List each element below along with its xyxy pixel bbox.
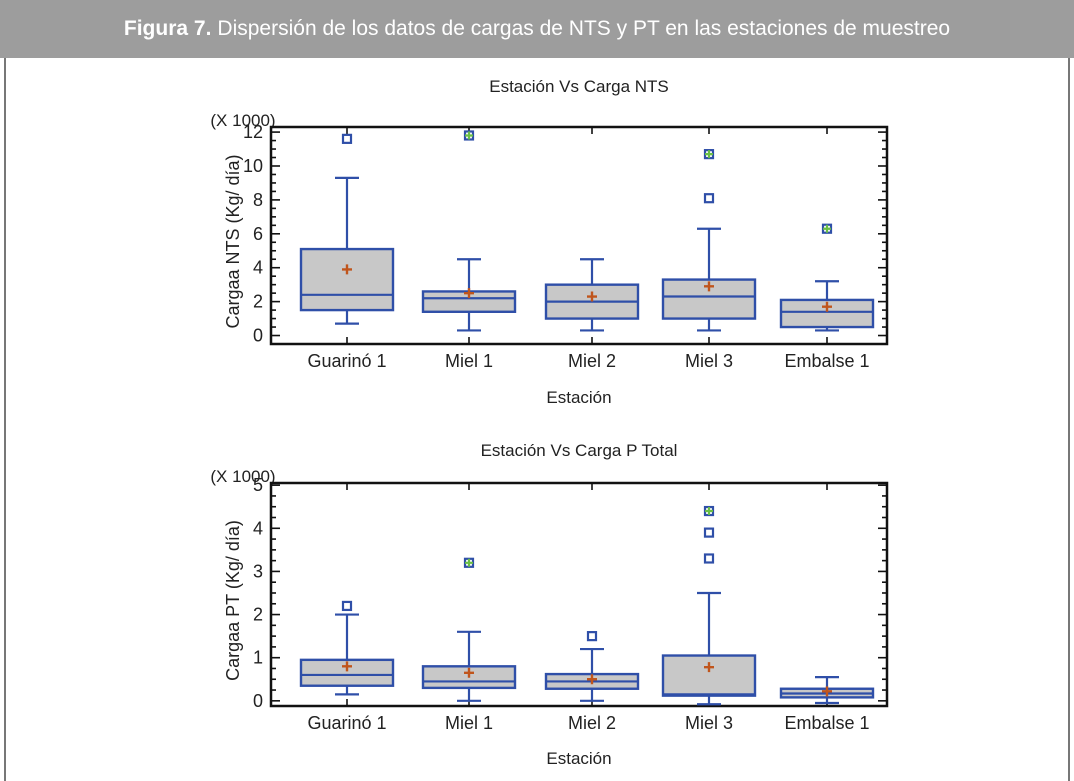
box-nts-0 xyxy=(299,247,395,312)
figure-caption: Dispersión de los datos de cargas de NTS… xyxy=(217,17,951,40)
outlier-nts-0-0 xyxy=(341,133,353,144)
mean-marker-nts-0 xyxy=(342,264,352,275)
figure-label: Figura 7. xyxy=(123,17,212,40)
outlier-nts-3-0 xyxy=(703,193,715,204)
x-axis-label: Estación xyxy=(546,388,611,407)
far-outlier-cross-nts-3-0 xyxy=(705,150,713,159)
far-outlier-cross-nts-4-0 xyxy=(823,224,831,233)
x-tick-label-1: Miel 1 xyxy=(445,351,493,371)
mean-marker-nts-3 xyxy=(704,281,714,292)
far-outlier-cross-nts-1-0 xyxy=(465,131,473,140)
plot-frame xyxy=(269,125,889,346)
x-tick-label-4: Embalse 1 xyxy=(784,351,869,371)
y-tick-label: 12 xyxy=(243,122,263,142)
x-tick-label-2: Miel 2 xyxy=(568,351,616,371)
y-tick-label: 2 xyxy=(253,292,263,312)
y-tick-label: 10 xyxy=(243,156,263,176)
y-multiplier-label: (X 1000) xyxy=(210,111,275,130)
chart-title: Estación Vs Carga NTS xyxy=(489,77,669,96)
mean-marker-nts-2 xyxy=(587,291,597,302)
y-tick-label: 8 xyxy=(253,190,263,210)
mean-marker-nts-4 xyxy=(822,301,832,312)
x-tick-label-0: Guarinó 1 xyxy=(307,351,386,371)
y-tick-label: 4 xyxy=(253,258,263,278)
y-axis-label: Cargaa NTS (Kg/ día) xyxy=(223,154,243,328)
y-tick-label: 6 xyxy=(253,224,263,244)
figure-caption-bar: Figura 7. Dispersión de los datos de car… xyxy=(0,0,1074,58)
y-tick-label: 0 xyxy=(253,326,263,346)
x-tick-label-3: Miel 3 xyxy=(685,351,733,371)
figure-frame xyxy=(4,58,1070,781)
mean-marker-nts-1 xyxy=(464,288,474,299)
